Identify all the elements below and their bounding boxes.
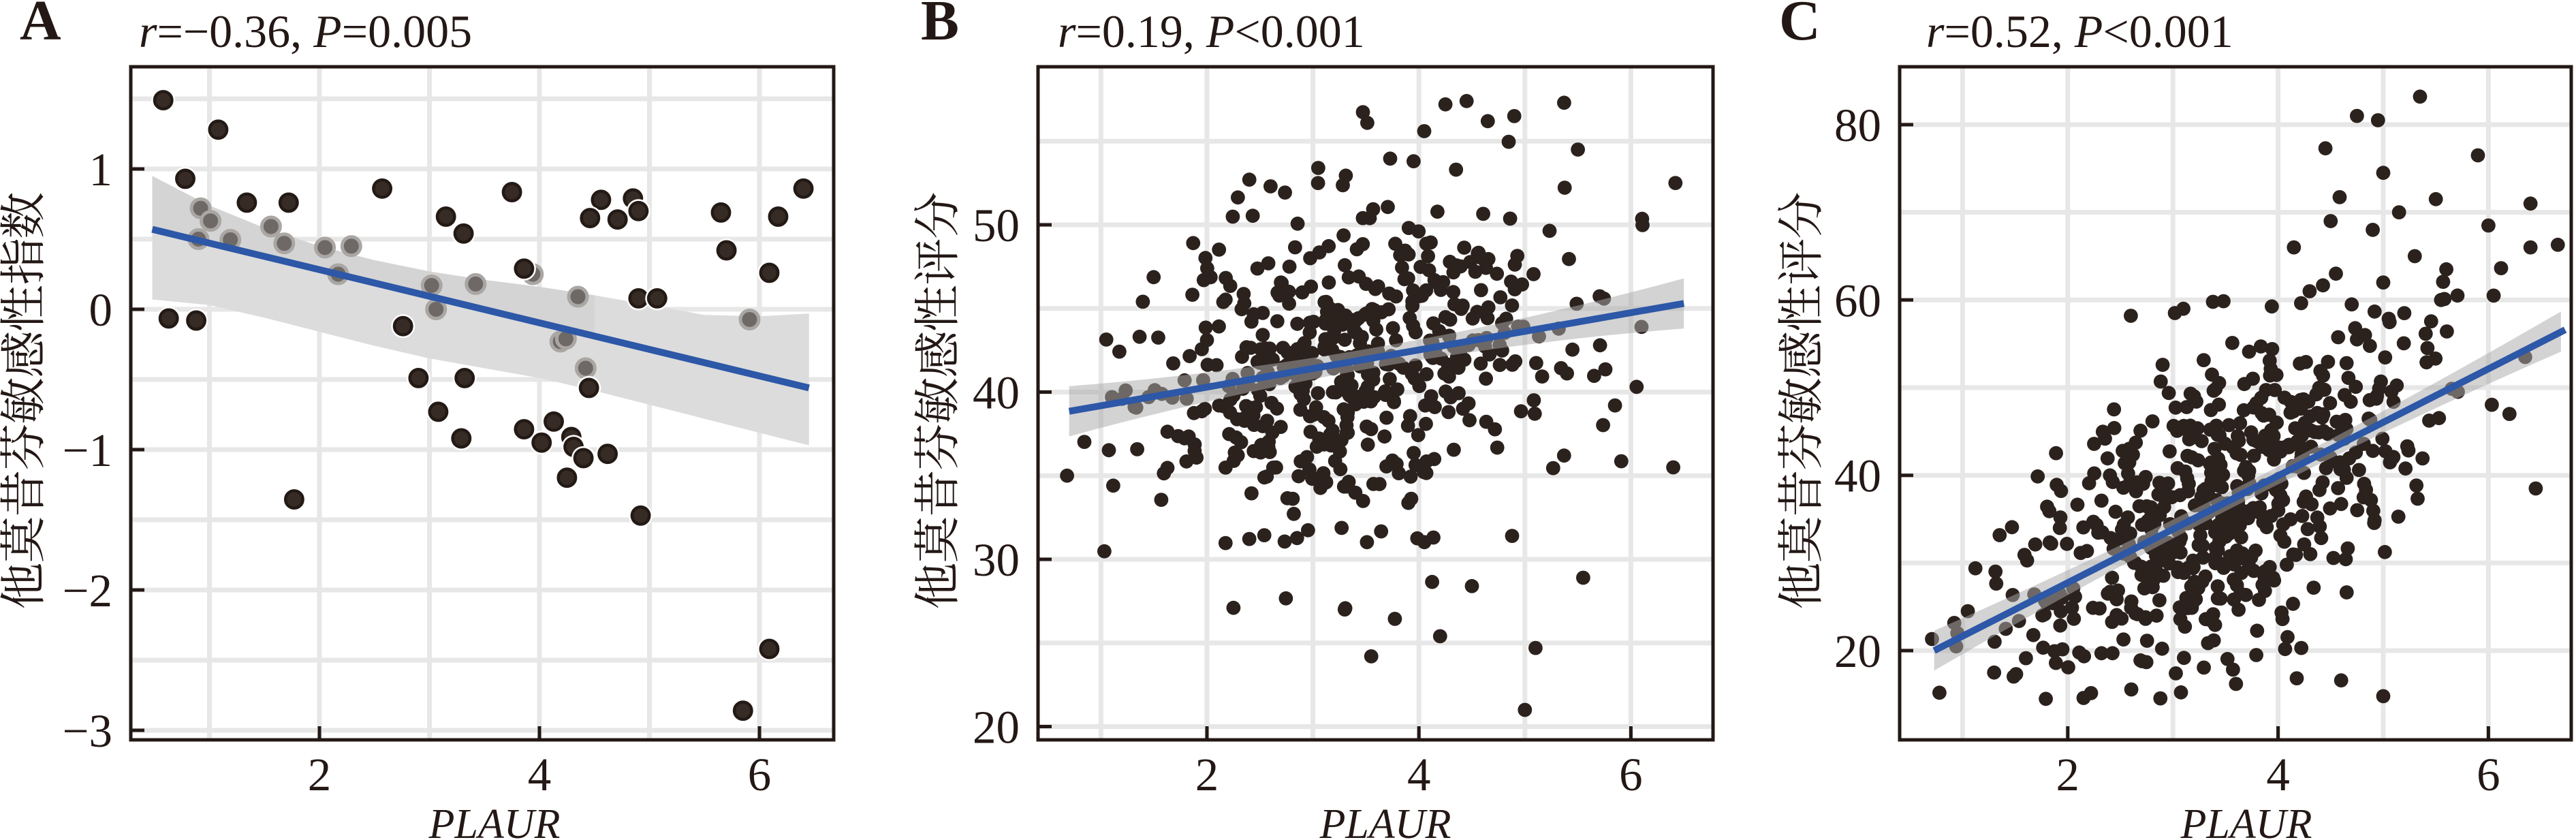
svg-text:r=0.19, P<0.001: r=0.19, P<0.001 <box>1058 5 1365 57</box>
svg-text:30: 30 <box>973 534 1020 586</box>
svg-text:−2: −2 <box>63 565 112 617</box>
svg-text:6: 6 <box>748 749 772 800</box>
svg-text:−3: −3 <box>63 705 112 757</box>
svg-text:1: 1 <box>89 144 113 196</box>
svg-text:PLAUR: PLAUR <box>2180 801 2312 840</box>
svg-text:40: 40 <box>1834 450 1881 502</box>
svg-text:2: 2 <box>308 749 332 800</box>
svg-text:2: 2 <box>1195 749 1219 800</box>
svg-text:PLAUR: PLAUR <box>1319 801 1451 840</box>
svg-text:PLAUR: PLAUR <box>428 801 561 840</box>
svg-text:4: 4 <box>1407 749 1431 800</box>
svg-text:20: 20 <box>1834 625 1881 677</box>
svg-text:4: 4 <box>2266 749 2290 800</box>
svg-text:20: 20 <box>973 702 1020 753</box>
svg-text:C: C <box>1779 0 1821 52</box>
svg-text:80: 80 <box>1834 99 1881 151</box>
svg-text:40: 40 <box>973 367 1020 419</box>
svg-text:r=−0.36, P=0.005: r=−0.36, P=0.005 <box>139 5 472 57</box>
svg-text:r=0.52, P<0.001: r=0.52, P<0.001 <box>1926 5 2233 57</box>
svg-text:60: 60 <box>1834 275 1881 326</box>
svg-text:0: 0 <box>89 284 113 336</box>
svg-text:−1: −1 <box>63 424 112 476</box>
svg-text:B: B <box>921 0 959 52</box>
svg-text:6: 6 <box>2477 749 2500 800</box>
svg-text:2: 2 <box>2056 749 2080 800</box>
svg-text:A: A <box>20 0 61 52</box>
svg-text:6: 6 <box>1619 749 1643 800</box>
svg-text:4: 4 <box>528 749 552 800</box>
svg-text:50: 50 <box>973 200 1020 251</box>
